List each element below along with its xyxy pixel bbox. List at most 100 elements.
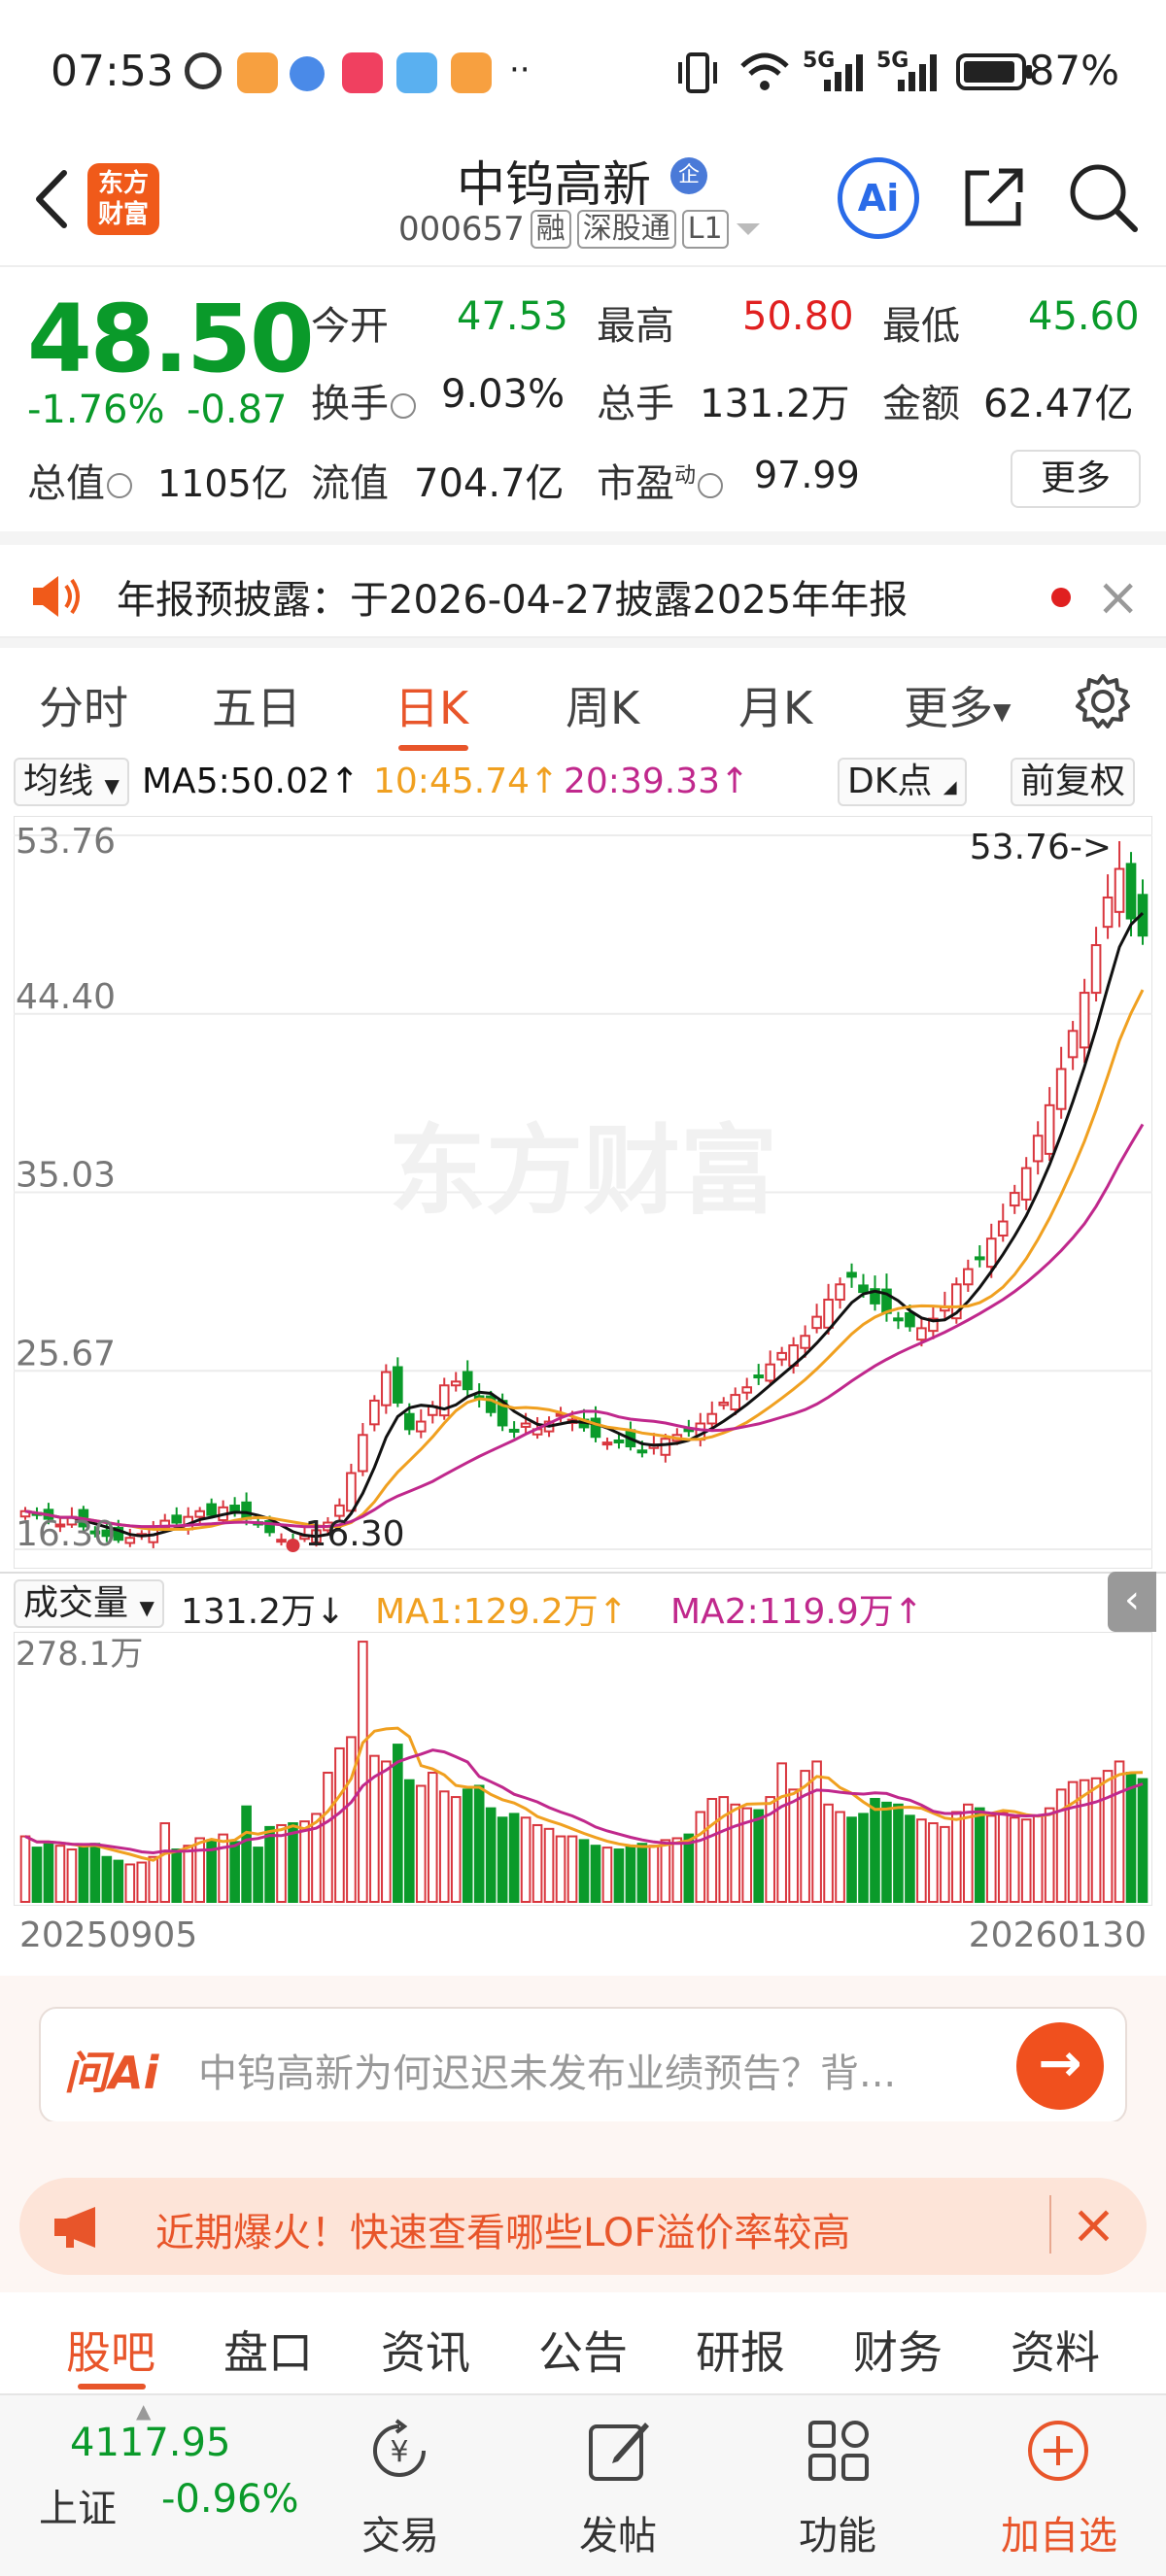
content-tabs: 股吧 盘口 资讯 公告 研报 财务 资料: [0, 2292, 1166, 2393]
x-axis-end-date: 20260130: [968, 1915, 1147, 1955]
gear-icon[interactable]: [1075, 673, 1131, 729]
candle-body: [381, 1371, 392, 1407]
candle-body: [846, 1271, 857, 1278]
stock-code-row[interactable]: 000657 融 深股通 L1: [398, 210, 762, 249]
volume-bar: [159, 1822, 171, 1903]
volume-bar: [683, 1833, 695, 1903]
arrow-right-icon[interactable]: →: [1016, 2022, 1104, 2110]
more-quote-button[interactable]: 更多: [1011, 450, 1141, 508]
ma-indicator-row: 均线 ▼ MA5:50.02↑ 10:45.74↑ 20:39.33↑ DK点 …: [0, 750, 1166, 812]
volume-bar: [1032, 1814, 1044, 1903]
high-value: 50.80: [742, 294, 854, 339]
candle-body: [241, 1501, 252, 1520]
candle-body: [194, 1509, 205, 1518]
info-icon[interactable]: [698, 473, 724, 498]
candle-body: [206, 1503, 217, 1516]
candle-body: [450, 1380, 462, 1387]
tab-intraday[interactable]: 分时: [39, 682, 128, 734]
candle-body: [1114, 867, 1125, 913]
volume-bar: [776, 1762, 787, 1903]
candle-body: [415, 1420, 427, 1433]
ai-suggested-question[interactable]: 中钨高新为何迟迟未发布业绩预告？背...: [198, 2051, 897, 2096]
close-icon[interactable]: ×: [1049, 2195, 1116, 2255]
tab-research[interactable]: 研报: [696, 2326, 785, 2379]
candle-body: [508, 1428, 520, 1433]
close-icon[interactable]: ×: [1096, 566, 1141, 627]
tab-order-book[interactable]: 盘口: [223, 2326, 313, 2379]
more-notifications-icon: ··: [509, 51, 531, 89]
candle-body: [916, 1327, 927, 1341]
info-icon[interactable]: [391, 393, 416, 419]
indicator-dropdown[interactable]: 均线 ▼: [14, 758, 129, 806]
volume-bar: [928, 1822, 939, 1903]
volume-bar: [846, 1816, 857, 1904]
brand-logo[interactable]: 东方 财富: [87, 163, 159, 235]
tab-announcements[interactable]: 公告: [538, 2326, 628, 2379]
low-label: 最低: [882, 304, 960, 349]
volume-indicator-dropdown[interactable]: 成交量 ▼: [14, 1579, 164, 1628]
candle-body: [334, 1504, 345, 1517]
volume-bar: [485, 1807, 497, 1903]
volume-bar: [671, 1837, 683, 1904]
ai-ask-box[interactable]: 问Ai 中钨高新为何迟迟未发布业绩预告？背... →: [39, 2007, 1127, 2123]
candle-body: [1055, 1068, 1067, 1110]
candle-body: [1125, 863, 1137, 920]
volume-bar: [811, 1760, 822, 1903]
candle-body: [485, 1395, 497, 1413]
info-icon[interactable]: [107, 473, 132, 498]
candle-body: [974, 1256, 985, 1261]
svg-text:¥: ¥: [390, 2435, 408, 2469]
volume-bar: [706, 1797, 718, 1903]
search-icon[interactable]: [1067, 161, 1139, 233]
tab-forum[interactable]: 股吧: [66, 2326, 155, 2379]
amount-value: 62.47亿: [983, 382, 1134, 426]
promo-banner[interactable]: 近期爆火！快速查看哪些LOF溢价率较高 ×: [19, 2178, 1147, 2275]
tab-profile[interactable]: 资料: [1011, 2326, 1100, 2379]
volume-bar: [1114, 1760, 1125, 1903]
volume-bar: [800, 1770, 810, 1903]
tab-financials[interactable]: 财务: [853, 2326, 943, 2379]
candle-body: [800, 1335, 810, 1349]
open-label: 今开: [311, 304, 389, 349]
adjust-price-button[interactable]: 前复权: [1011, 758, 1136, 806]
volume-bar: [136, 1861, 148, 1903]
volume-bar: [625, 1845, 636, 1904]
pe-label: 市盈动: [597, 452, 725, 508]
tab-five-day[interactable]: 五日: [212, 682, 301, 734]
candle-body: [765, 1363, 775, 1382]
volume-ma1-line: [24, 1726, 1144, 1862]
tab-monthly-k[interactable]: 月K: [738, 682, 813, 734]
volume-chart[interactable]: 278.1万: [14, 1632, 1152, 1906]
candle-body: [1067, 1030, 1079, 1059]
tab-weekly-k[interactable]: 周K: [566, 682, 640, 734]
volume-bar: [393, 1744, 403, 1903]
volume-bar: [543, 1827, 555, 1903]
share-icon[interactable]: [960, 163, 1028, 231]
yuan-exchange-icon: ¥: [373, 2419, 426, 2477]
bottom-action-bar: ▲ 4117.95 上证 -0.96% ¥ 交易 发帖 功能 加自选: [0, 2393, 1166, 2576]
tab-more[interactable]: 更多▼: [904, 682, 1012, 734]
volume-bar: [276, 1823, 287, 1903]
battery-percent: 87%: [1028, 47, 1119, 94]
ma20-line: [24, 1123, 1145, 1529]
candle-body: [636, 1449, 648, 1454]
x-axis-start-date: 20250905: [19, 1915, 198, 1955]
collapse-panel-button[interactable]: ‹: [1108, 1572, 1156, 1632]
tab-news[interactable]: 资讯: [381, 2326, 470, 2379]
candle-body: [905, 1312, 915, 1328]
volume-bar: [78, 1845, 89, 1904]
volume-bar: [916, 1818, 927, 1903]
app-icon-weather: [396, 52, 437, 93]
candle-body: [951, 1283, 962, 1320]
kline-chart[interactable]: 东方财富 53.76 44.40 35.03 25.67 16.30 53.76-> 16.…: [14, 816, 1152, 1569]
notice-bar[interactable]: 年报预披露：于2026-04-27披露2025年年报 ×: [0, 531, 1166, 638]
candle-body: [613, 1439, 625, 1443]
dk-point-dropdown[interactable]: DK点 ◢: [838, 758, 967, 806]
volume-bar: [450, 1796, 462, 1903]
candle-body: [590, 1417, 601, 1439]
tab-daily-k[interactable]: 日K: [394, 682, 469, 734]
back-icon[interactable]: [27, 165, 76, 233]
volume-bar: [415, 1784, 427, 1903]
ai-assistant-icon[interactable]: Ai: [838, 157, 919, 239]
volume-bar: [473, 1784, 485, 1903]
